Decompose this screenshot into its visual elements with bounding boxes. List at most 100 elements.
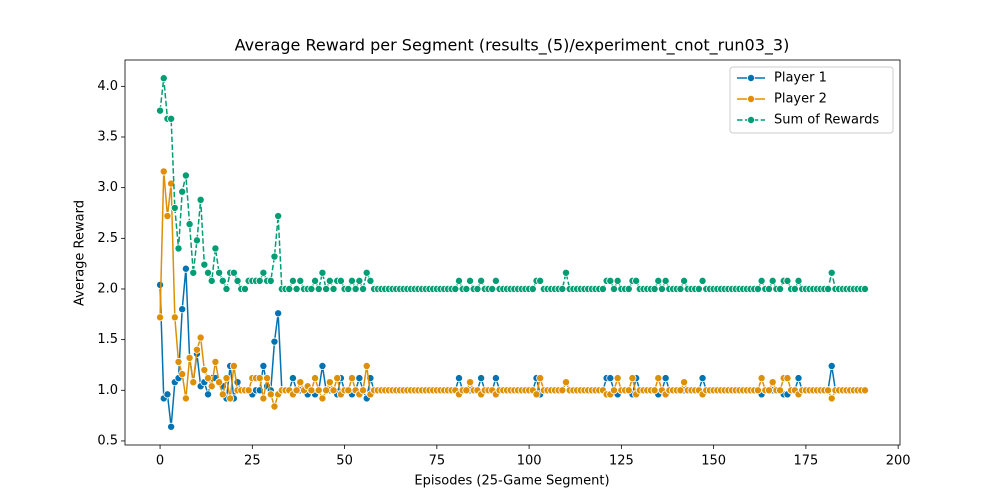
point-marker <box>215 268 224 277</box>
point-marker <box>233 276 242 285</box>
point-marker <box>860 386 869 395</box>
point-marker <box>790 284 799 293</box>
point-marker <box>536 374 545 383</box>
point-marker <box>794 276 803 285</box>
point-marker <box>344 386 353 395</box>
point-marker <box>181 394 190 403</box>
y-tick-label: 1.0 <box>97 383 118 398</box>
point-marker <box>244 386 253 395</box>
x-tick-label: 125 <box>609 454 634 469</box>
point-marker <box>311 374 320 383</box>
point-marker <box>200 260 209 269</box>
point-marker <box>536 276 545 285</box>
point-marker <box>491 374 500 383</box>
point-marker <box>768 276 777 285</box>
point-marker <box>270 402 279 411</box>
point-marker <box>477 374 486 383</box>
point-marker <box>676 386 685 395</box>
point-marker <box>167 179 176 188</box>
point-marker <box>827 268 836 277</box>
y-tick-label: 4.0 <box>97 79 118 94</box>
y-tick-label: 1.5 <box>97 332 118 347</box>
legend-marker <box>747 74 756 83</box>
point-marker <box>344 284 353 293</box>
plot-frame <box>124 59 901 446</box>
point-marker <box>753 284 762 293</box>
point-marker <box>764 386 773 395</box>
x-axis-label: Episodes (25-Game Segment) <box>414 474 609 489</box>
point-marker <box>783 374 792 383</box>
chart-title: Average Reward per Segment (results_(5)/… <box>235 36 790 56</box>
point-marker <box>466 378 475 387</box>
point-marker <box>757 374 766 383</box>
point-marker <box>233 378 242 387</box>
point-marker <box>259 394 268 403</box>
point-marker <box>196 195 205 204</box>
y-tick-label: 2.5 <box>97 231 118 246</box>
point-marker <box>178 305 187 314</box>
point-marker <box>211 244 220 253</box>
point-marker <box>466 276 475 285</box>
point-marker <box>477 276 486 285</box>
point-marker <box>562 378 571 387</box>
point-marker <box>609 386 618 395</box>
point-marker <box>181 264 190 273</box>
point-marker <box>336 276 345 285</box>
point-marker <box>229 268 238 277</box>
point-marker <box>163 390 172 399</box>
point-marker <box>296 276 305 285</box>
point-marker <box>609 284 618 293</box>
point-marker <box>167 422 176 431</box>
point-marker <box>178 187 187 196</box>
point-marker <box>454 276 463 285</box>
point-marker <box>292 386 301 395</box>
point-marker <box>318 394 327 403</box>
point-marker <box>698 374 707 383</box>
point-marker <box>451 284 460 293</box>
point-marker <box>598 284 607 293</box>
point-marker <box>613 374 622 383</box>
point-marker <box>189 268 198 277</box>
point-marker <box>347 374 356 383</box>
point-marker <box>347 276 356 285</box>
point-marker <box>355 276 364 285</box>
point-marker <box>266 390 275 399</box>
point-marker <box>307 284 316 293</box>
x-tick-label: 0 <box>156 454 164 469</box>
point-marker <box>255 276 264 285</box>
point-marker <box>222 374 231 383</box>
point-marker <box>654 374 663 383</box>
point-marker <box>196 333 205 342</box>
point-marker <box>680 378 689 387</box>
y-tick-label: 3.5 <box>97 130 118 145</box>
point-marker <box>292 284 301 293</box>
point-marker <box>860 284 869 293</box>
point-marker <box>259 268 268 277</box>
x-tick-label: 100 <box>517 454 542 469</box>
point-marker <box>753 386 762 395</box>
point-marker <box>628 374 637 383</box>
point-marker <box>322 284 331 293</box>
point-marker <box>163 212 172 221</box>
point-marker <box>178 370 187 379</box>
point-marker <box>661 276 670 285</box>
point-marker <box>207 382 216 391</box>
point-marker <box>259 361 268 370</box>
point-marker <box>329 386 338 395</box>
point-marker <box>473 284 482 293</box>
point-marker <box>192 345 201 354</box>
point-marker <box>355 374 364 383</box>
point-marker <box>318 268 327 277</box>
point-marker <box>650 284 659 293</box>
point-marker <box>824 386 833 395</box>
point-marker <box>462 386 471 395</box>
point-marker <box>159 167 168 176</box>
point-marker <box>266 276 275 285</box>
point-marker <box>322 386 331 395</box>
point-marker <box>240 284 249 293</box>
point-marker <box>776 386 785 395</box>
point-marker <box>255 374 264 383</box>
point-marker <box>362 361 371 370</box>
legend-box <box>729 66 894 134</box>
point-marker <box>359 284 368 293</box>
